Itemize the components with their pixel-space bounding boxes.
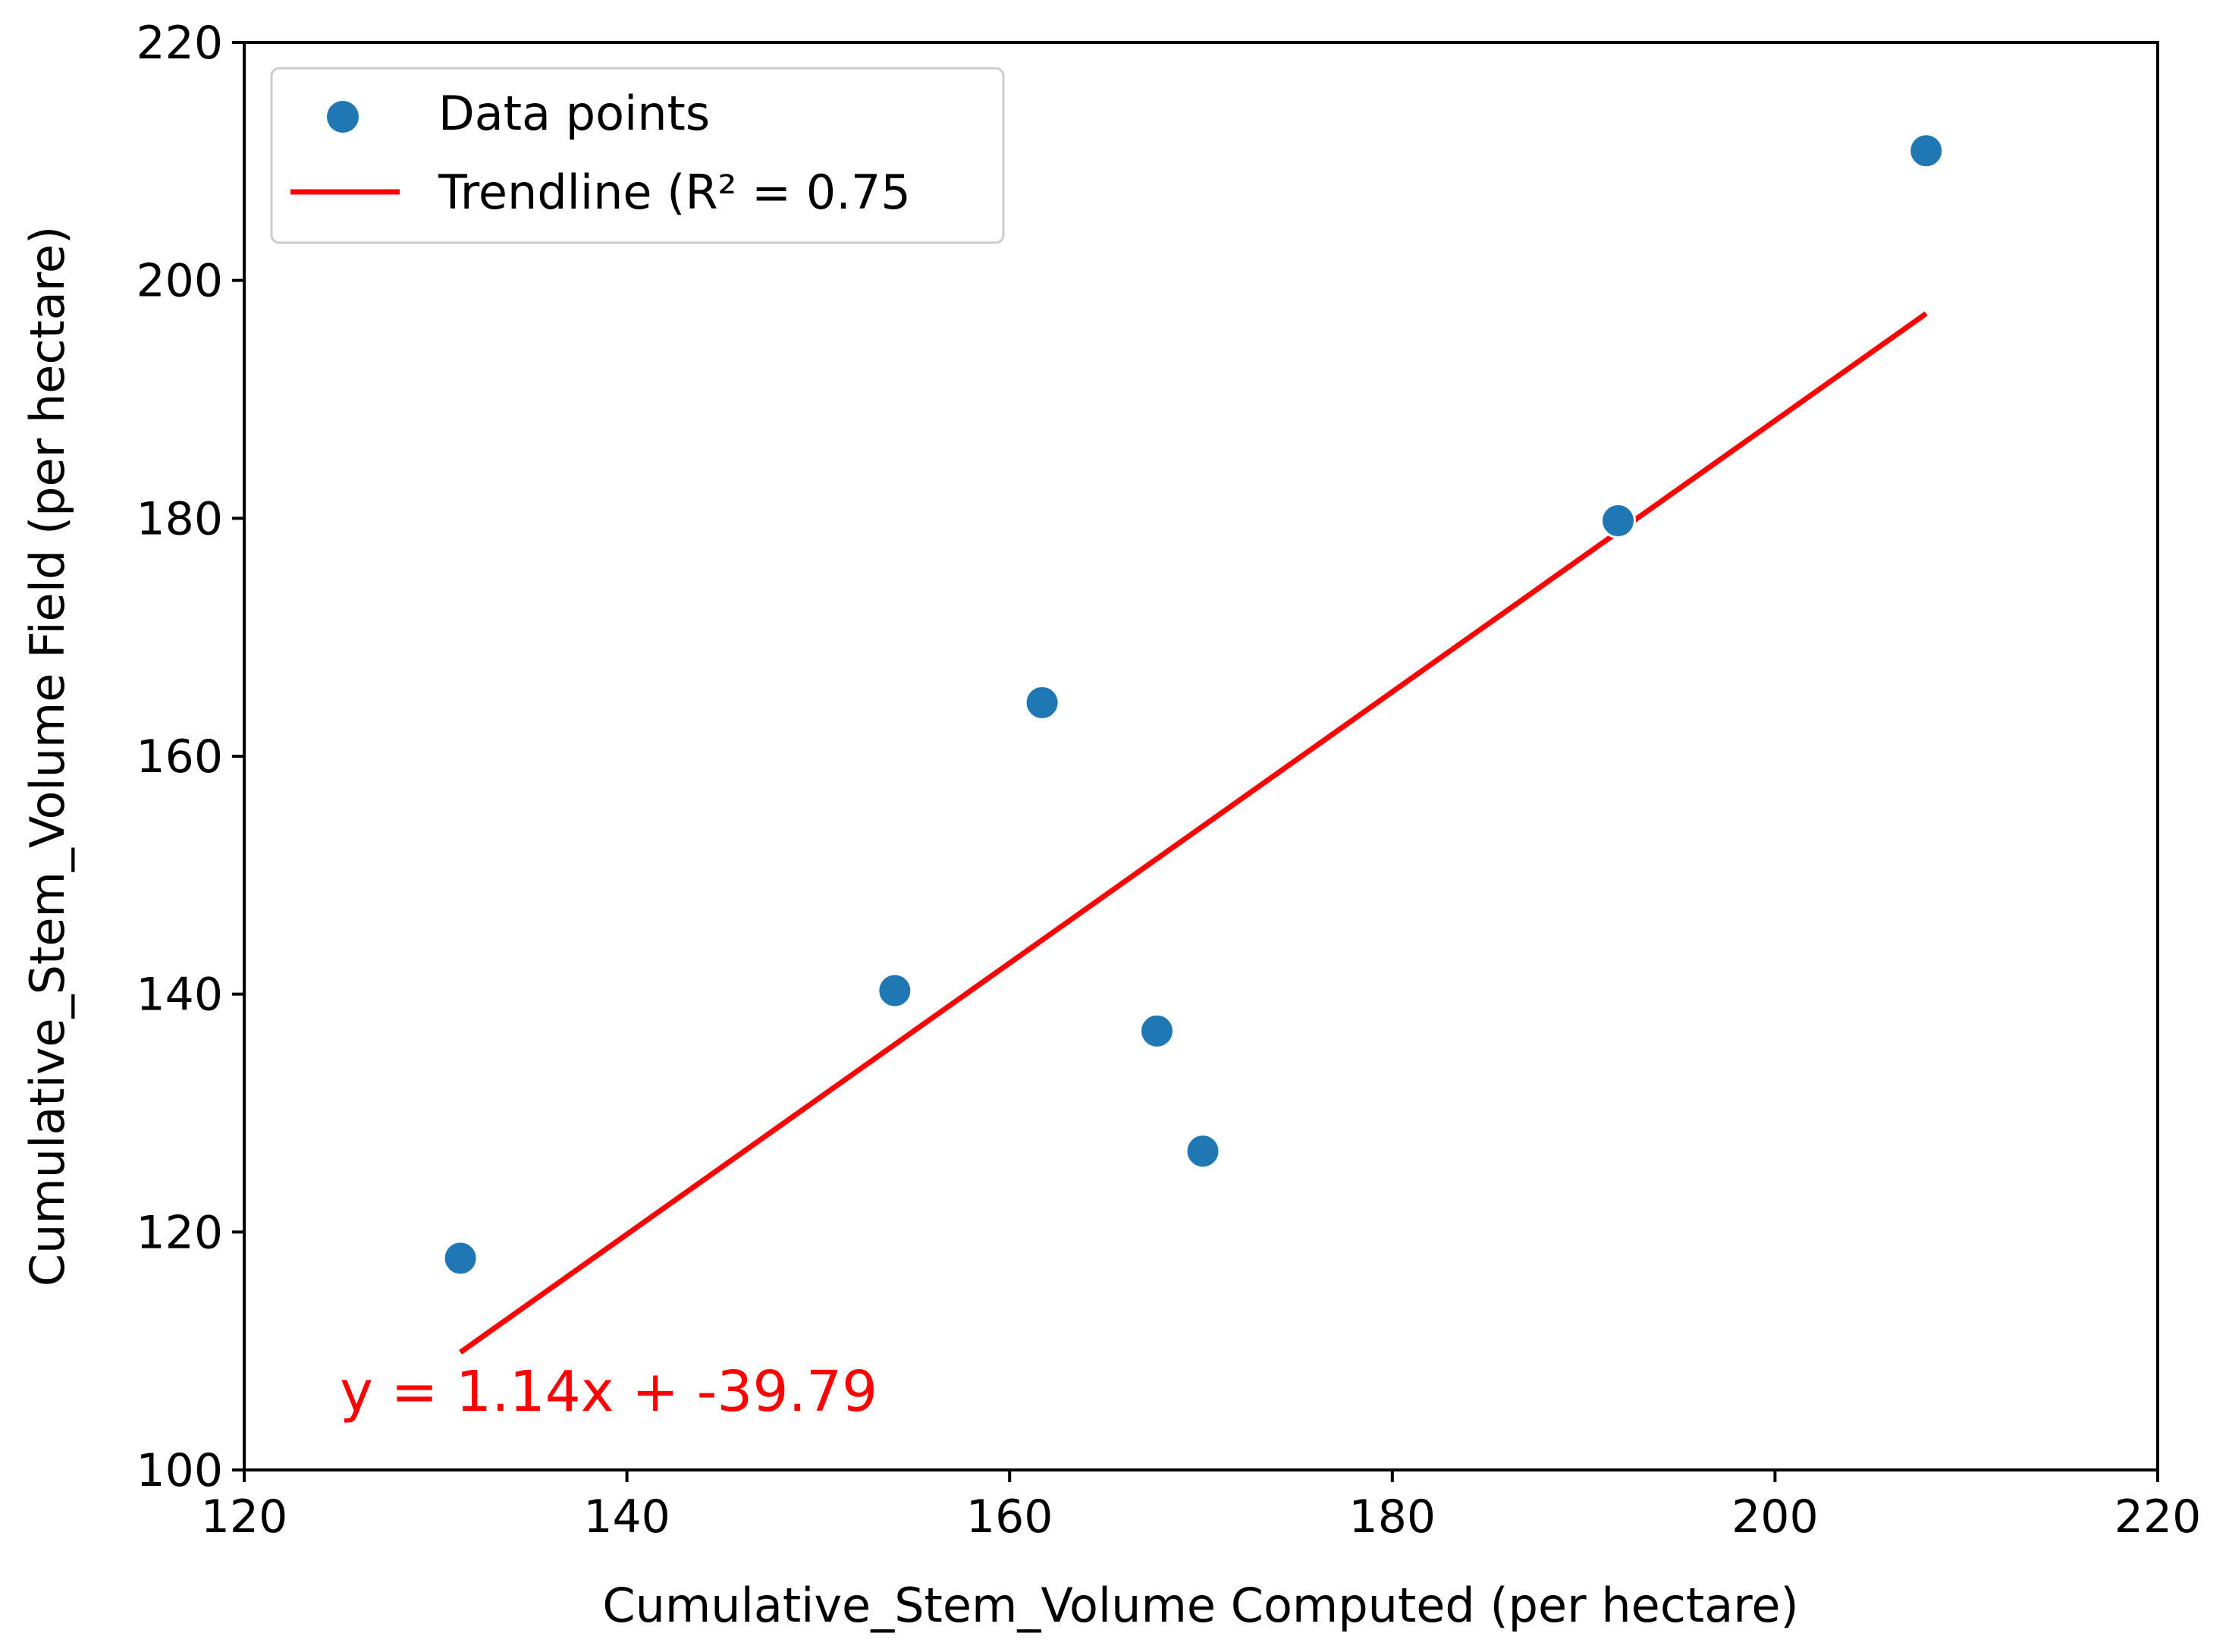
y-tick-label: 220: [136, 17, 223, 70]
y-tick-label: 120: [136, 1206, 223, 1259]
y-tick-label: 100: [136, 1444, 223, 1497]
y-tick-label: 160: [136, 730, 223, 784]
y-tick-label: 140: [136, 969, 223, 1022]
legend-marker-data-points: [327, 101, 359, 133]
data-point: [1600, 502, 1637, 539]
x-tick-label: 160: [966, 1490, 1053, 1544]
legend-label-trendline: Trendline (R² = 0.75: [438, 165, 911, 220]
legend-label-data-points: Data points: [438, 86, 710, 141]
y-axis-label: Cumulative_Stem_Volume Field (per hectar…: [20, 226, 75, 1286]
data-point: [1024, 684, 1060, 721]
plot-frame: [243, 41, 2159, 1471]
legend-box: [270, 67, 1005, 244]
x-tick-label: 200: [1731, 1490, 1819, 1544]
legend: Data points Trendline (R² = 0.75: [270, 67, 1005, 244]
x-tick-label: 180: [1349, 1490, 1436, 1544]
data-point: [1908, 133, 1945, 169]
y-tick-label: 180: [136, 492, 223, 545]
x-axis-label: Cumulative_Stem_Volume Computed (per hec…: [602, 1578, 1798, 1633]
data-point: [1138, 1013, 1175, 1049]
x-tick-label: 120: [201, 1490, 288, 1544]
data-points-layer: [442, 133, 1945, 1277]
trendline: [459, 311, 1928, 1355]
x-tick-label: 140: [583, 1490, 670, 1544]
y-tick-label: 200: [136, 255, 223, 308]
trendline-layer: [459, 311, 1928, 1355]
equation-annotation: y = 1.14x + -39.79: [340, 1359, 877, 1424]
data-point: [442, 1240, 479, 1277]
y-axis-ticks: 100 120 140 160 180 200 220: [136, 17, 244, 1497]
x-axis-ticks: 120 140 160 180 200 220: [201, 1470, 2202, 1544]
x-tick-label: 220: [2114, 1490, 2202, 1544]
data-point: [1185, 1133, 1221, 1170]
data-point: [877, 972, 913, 1009]
